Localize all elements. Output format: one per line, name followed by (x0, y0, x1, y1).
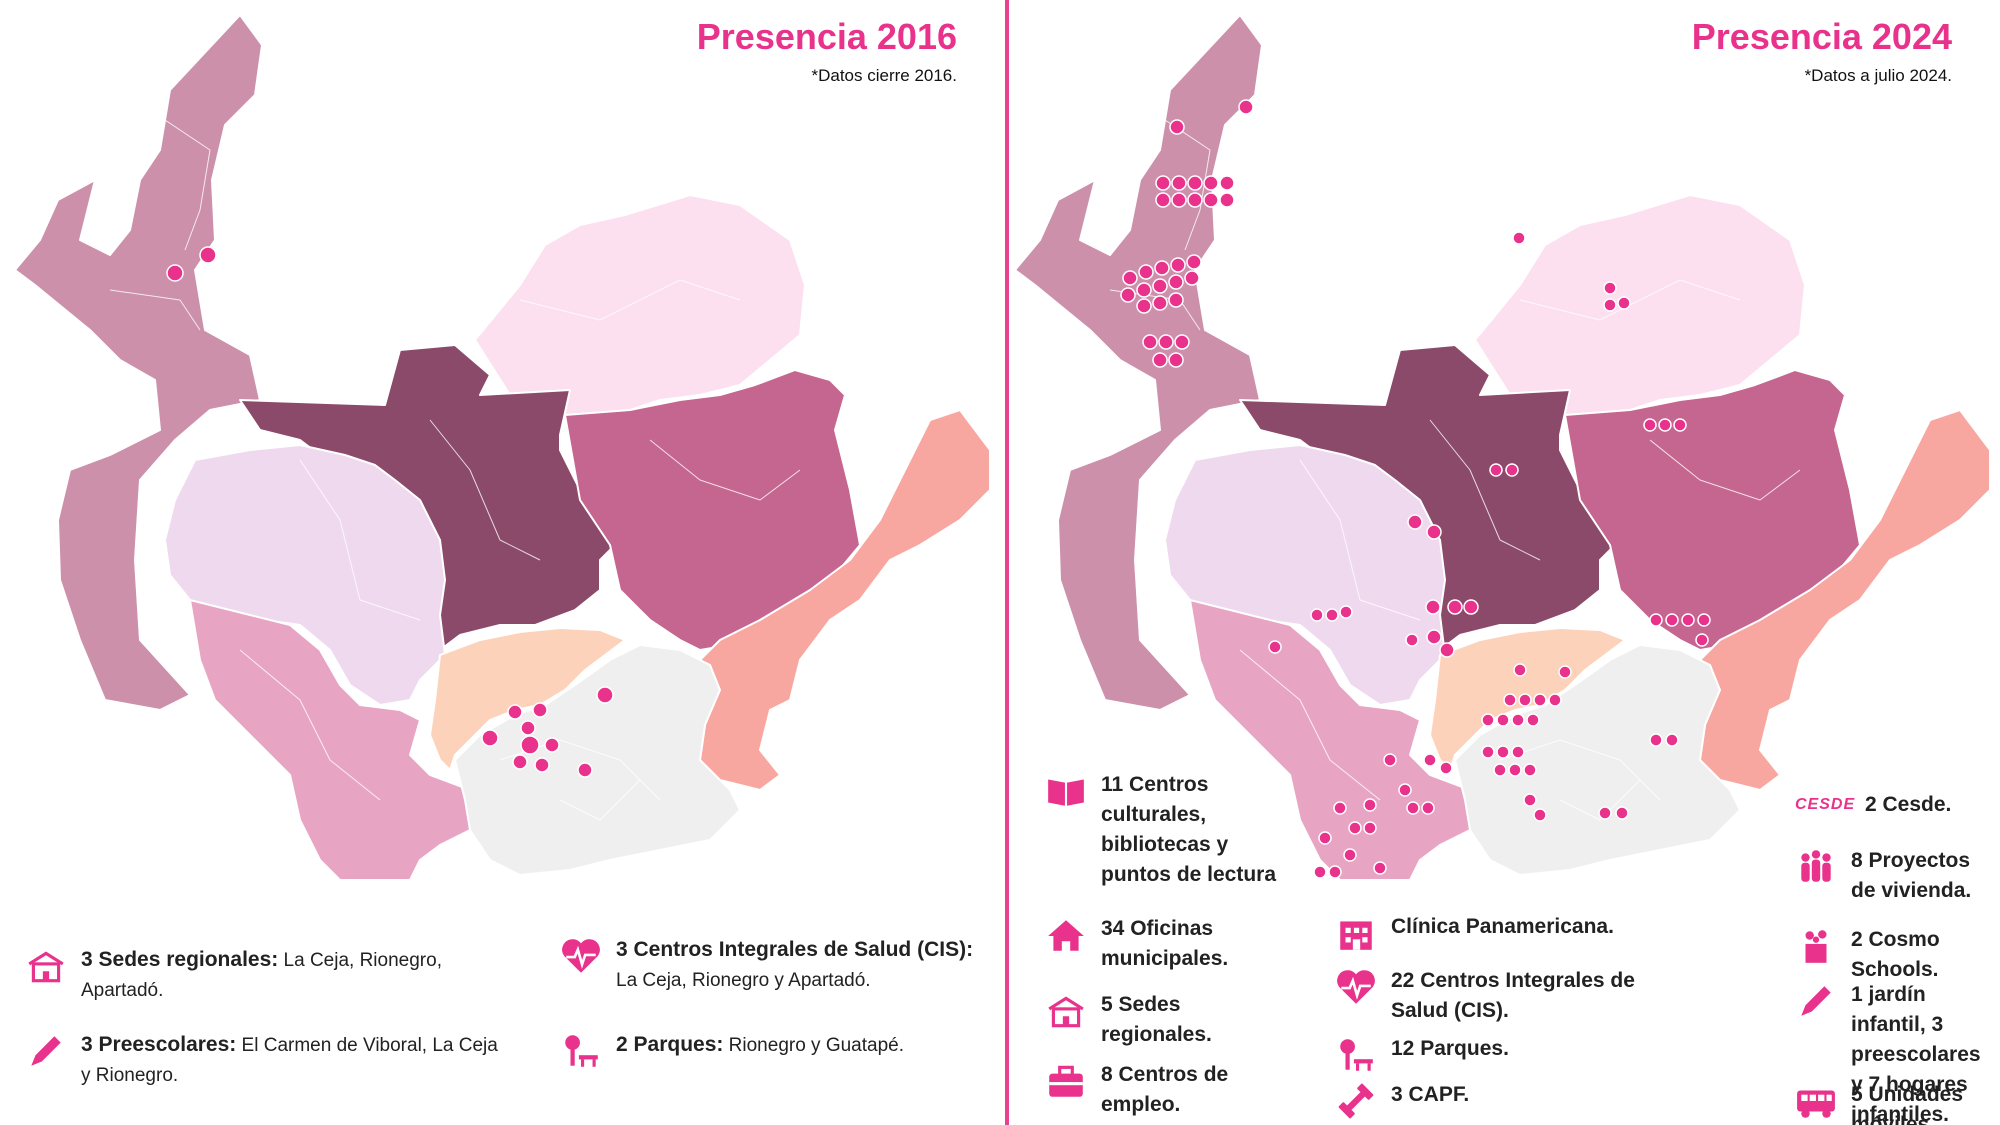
park-bench-icon (1340, 1039, 1373, 1071)
legend-item-sedes: 5 Sedes regionales. (1045, 990, 1280, 1050)
cesde-logo: CESDE (1795, 796, 1856, 813)
house-icon (1048, 920, 1084, 951)
legend-item-parques: 2 Parques: Rionegro y Guatapé. (560, 1030, 980, 1072)
legend-detail: La Ceja, Rionegro, Apartadó. (81, 950, 442, 1001)
region-magdalena-medio[interactable] (699, 409, 991, 791)
region-oriente[interactable] (1454, 644, 1741, 876)
legend-label: 11 Centros culturales, bibliotecas y pun… (1101, 773, 1277, 886)
legend-item-empleo: 8 Centros de empleo. (1045, 1060, 1280, 1120)
region-uraba[interactable] (1014, 14, 1263, 711)
briefcase-icon (1049, 1065, 1083, 1097)
region-occidente[interactable] (164, 444, 446, 706)
legend-item-cesde: CESDE 2 Cesde. (1795, 790, 1995, 820)
legend-item-vivienda: 8 Proyectos de vivienda. (1795, 846, 1995, 906)
legend-label: 22 Centros Integrales de Salud (CIS). (1391, 969, 1635, 1022)
legend-item-cis: 3 Centros Integrales de Salud (CIS): La … (560, 935, 980, 995)
pencil-icon (1801, 986, 1831, 1016)
legend-label: 3 CAPF. (1391, 1083, 1470, 1106)
legend-item-oficinas: 34 Oficinas municipales. (1045, 914, 1280, 974)
legend-label: 3 Centros Integrales de Salud (CIS): (616, 938, 974, 961)
legend-label: 34 Oficinas municipales. (1101, 917, 1229, 970)
region-nordeste[interactable] (564, 369, 861, 651)
map-icons-2016 (166, 246, 614, 778)
legend-item-capf: 3 CAPF. (1335, 1080, 1675, 1122)
panel-2024: Presencia 2024 *Datos a julio 2024. 11 C… (1010, 0, 2000, 1125)
legend-detail: Rionegro y Guatapé. (723, 1035, 905, 1056)
region-oriente[interactable] (454, 644, 741, 876)
region-nordeste[interactable] (1564, 369, 1861, 651)
legend-item-sedes: 3 Sedes regionales: La Ceja, Rionegro, A… (25, 945, 465, 1005)
legend-item-parques: 12 Parques. (1335, 1034, 1675, 1076)
panel-2016: Presencia 2016 *Datos cierre 2016. 3 Sed… (14, 14, 991, 1090)
bus-icon (1797, 1090, 1835, 1118)
pencil-icon (31, 1036, 61, 1066)
legend-label: 12 Parques. (1391, 1037, 1509, 1060)
legend-label: 5 Unidades móviles. (1851, 1083, 1964, 1125)
school-building-icon (1048, 996, 1084, 1028)
legend-item-clinica: Clínica Panamericana. (1335, 912, 1675, 954)
legend-label: 3 Preescolares: (81, 1033, 237, 1056)
map-2016 (14, 14, 991, 881)
dumbbell-icon (1338, 1083, 1374, 1119)
family-icon (1801, 850, 1831, 882)
legend-detail: La Ceja, Rionegro y Apartadó. (616, 970, 871, 991)
region-occidente[interactable] (1164, 444, 1446, 706)
panel-divider (1005, 0, 1009, 1125)
park-bench-icon (565, 1035, 598, 1067)
legend-item-cosmo: 2 Cosmo Schools. (1795, 925, 1995, 985)
legend-label: 3 Sedes regionales: (81, 948, 279, 971)
legend-label: 8 Proyectos de vivienda. (1851, 849, 1972, 902)
legend-label: Clínica Panamericana. (1391, 915, 1614, 938)
page-title: Presencia 2024 (1691, 16, 1952, 57)
legend-label: 2 Cesde. (1865, 793, 1952, 816)
map-2024 (1014, 14, 1991, 881)
legend-label: 8 Centros de empleo. (1101, 1063, 1229, 1116)
page-title: Presencia 2016 (696, 16, 957, 57)
legend-item-centros-culturales: 11 Centros culturales, bibliotecas y pun… (1045, 770, 1280, 890)
data-note: *Datos cierre 2016. (811, 66, 957, 85)
region-magdalena-medio[interactable] (1699, 409, 1991, 791)
cosmo-schools-icon (1805, 930, 1827, 963)
heart-pulse-icon (1337, 970, 1375, 1004)
legend-item-unidades: 5 Unidades móviles. (1795, 1080, 2000, 1125)
legend-label: 5 Sedes regionales. (1101, 993, 1212, 1046)
data-note: *Datos a julio 2024. (1804, 66, 1952, 85)
hospital-icon (1340, 921, 1372, 950)
heart-pulse-icon (562, 939, 600, 973)
map-icons-2024 (1120, 99, 1711, 879)
legend-label: 2 Cosmo Schools. (1851, 928, 1940, 981)
school-building-icon (28, 951, 64, 983)
legend-item-cis: 22 Centros Integrales de Salud (CIS). (1335, 966, 1675, 1026)
legend-label: 2 Parques: (616, 1033, 724, 1056)
legend-detail: El Carmen de Viboral, La Ceja y Rionegro… (81, 1035, 498, 1086)
legend-item-preescolares: 3 Preescolares: El Carmen de Viboral, La… (25, 1030, 505, 1090)
open-book-icon (1048, 779, 1084, 806)
legend-item-jardin: 1 jardín infantil, 3 preescolares y 7 ho… (1795, 980, 1995, 1125)
legend-label: 1 jardín infantil, 3 preescolares y 7 ho… (1851, 983, 1981, 1125)
